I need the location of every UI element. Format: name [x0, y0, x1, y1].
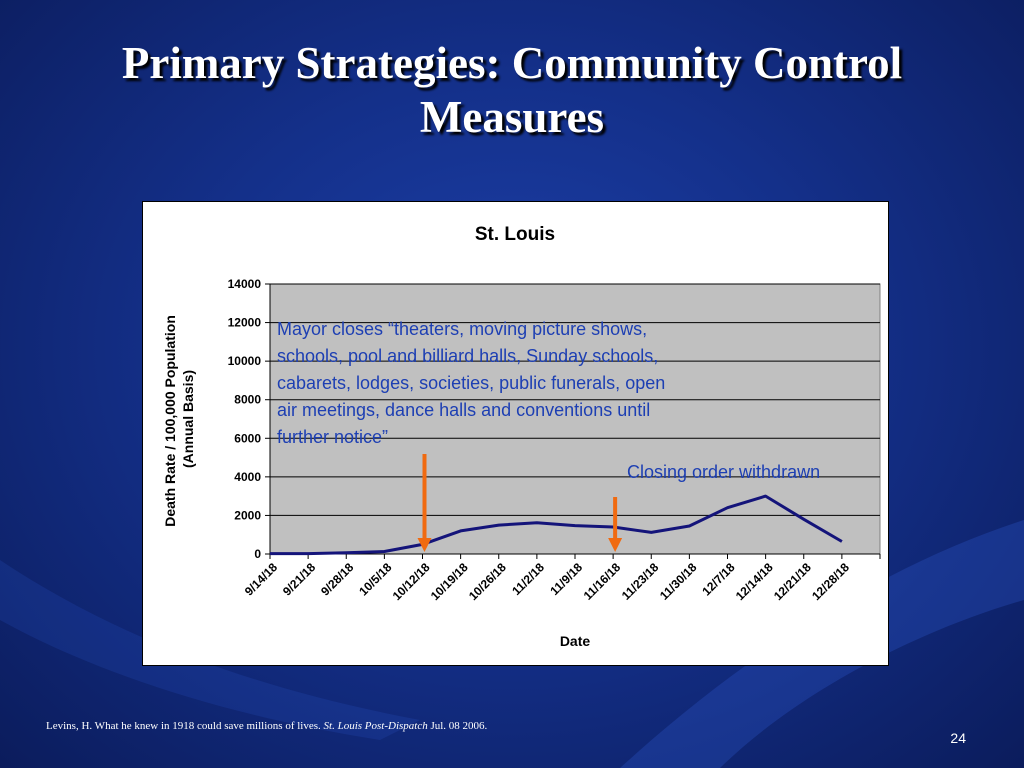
chart-title: St. Louis	[475, 224, 555, 245]
x-tick-label: 11/9/18	[547, 560, 585, 598]
citation-suffix: Jul. 08 2006.	[427, 720, 488, 732]
x-tick-label: 10/19/18	[428, 560, 471, 603]
y-axis-title-line-2: (Annual Basis)	[180, 370, 196, 468]
x-tick-label: 9/21/18	[280, 560, 318, 598]
x-tick-label: 11/2/18	[509, 560, 547, 598]
x-tick-label: 11/30/18	[657, 560, 700, 603]
closure-annotation-line-5: further notice”	[277, 427, 389, 447]
closure-annotation: Mayor closes “theaters, moving picture s…	[277, 316, 777, 451]
x-tick-label: 12/21/18	[771, 560, 814, 603]
closure-annotation-line-2: schools, pool and billiard halls, Sunday…	[277, 346, 659, 366]
closure-annotation-line-3: cabarets, lodges, societies, public fune…	[277, 373, 666, 393]
x-tick-label: 12/14/18	[733, 560, 776, 603]
series-layer	[270, 494, 843, 556]
y-axis-title: Death Rate / 100,000 Population (Annual …	[162, 311, 196, 527]
citation: Levins, H. What he knew in 1918 could sa…	[46, 720, 487, 732]
y-tick-label: 4000	[234, 470, 261, 484]
annotation-arrow-head	[608, 538, 623, 552]
y-tick-label: 12000	[228, 316, 262, 330]
y-tick-label: 6000	[234, 431, 261, 445]
annotation-arrows	[417, 454, 623, 552]
x-axis: 9/14/18 9/21/18 9/28/18 10/5/1810/12/1810/1…	[242, 553, 881, 603]
x-tick-label: 9/28/18	[318, 560, 356, 598]
citation-prefix: Levins, H. What he knew in 1918 could sa…	[46, 720, 324, 732]
gridlines	[270, 283, 880, 516]
x-tick-label: 10/12/18	[390, 560, 433, 603]
closure-annotation-line-1: Mayor closes “theaters, moving picture s…	[277, 319, 648, 339]
slide-title: Primary Strategies: Community Control Me…	[121, 38, 903, 142]
y-tick-label: 8000	[234, 393, 261, 407]
y-tick-label: 10000	[228, 354, 262, 368]
x-axis-title: Date	[560, 633, 591, 649]
plot-area	[269, 283, 881, 555]
withdrawn-annotation: Closing order withdrawn	[627, 462, 821, 482]
slide-number: 24	[950, 730, 966, 746]
citation-source: St. Louis Post-Dispatch	[323, 720, 428, 732]
series-line	[270, 494, 843, 556]
chart-container: St. Louis 0 2000 4000 6000 8000 10000 12000 140…	[142, 201, 889, 666]
line-chart: St. Louis 0 2000 4000 6000 8000 10000 12000 140…	[162, 224, 881, 649]
x-tick-label: 11/23/18	[619, 560, 662, 603]
y-tick-label: 0	[254, 547, 261, 561]
closure-annotation-line-4: air meetings, dance halls and convention…	[277, 400, 651, 420]
annotation-arrow-head	[417, 538, 432, 552]
x-tick-label: 12/28/18	[809, 560, 852, 603]
y-axis-title-line-1: Death Rate / 100,000 Population	[162, 315, 178, 527]
y-axis: 0 2000 4000 6000 8000 10000 12000 14000	[228, 277, 271, 561]
y-tick-label: 2000	[234, 508, 261, 522]
x-tick-label: 10/26/18	[466, 560, 509, 603]
x-tick-label: 11/16/18	[581, 560, 624, 603]
y-tick-label: 14000	[228, 277, 262, 291]
x-tick-label: 9/14/18	[242, 560, 280, 598]
